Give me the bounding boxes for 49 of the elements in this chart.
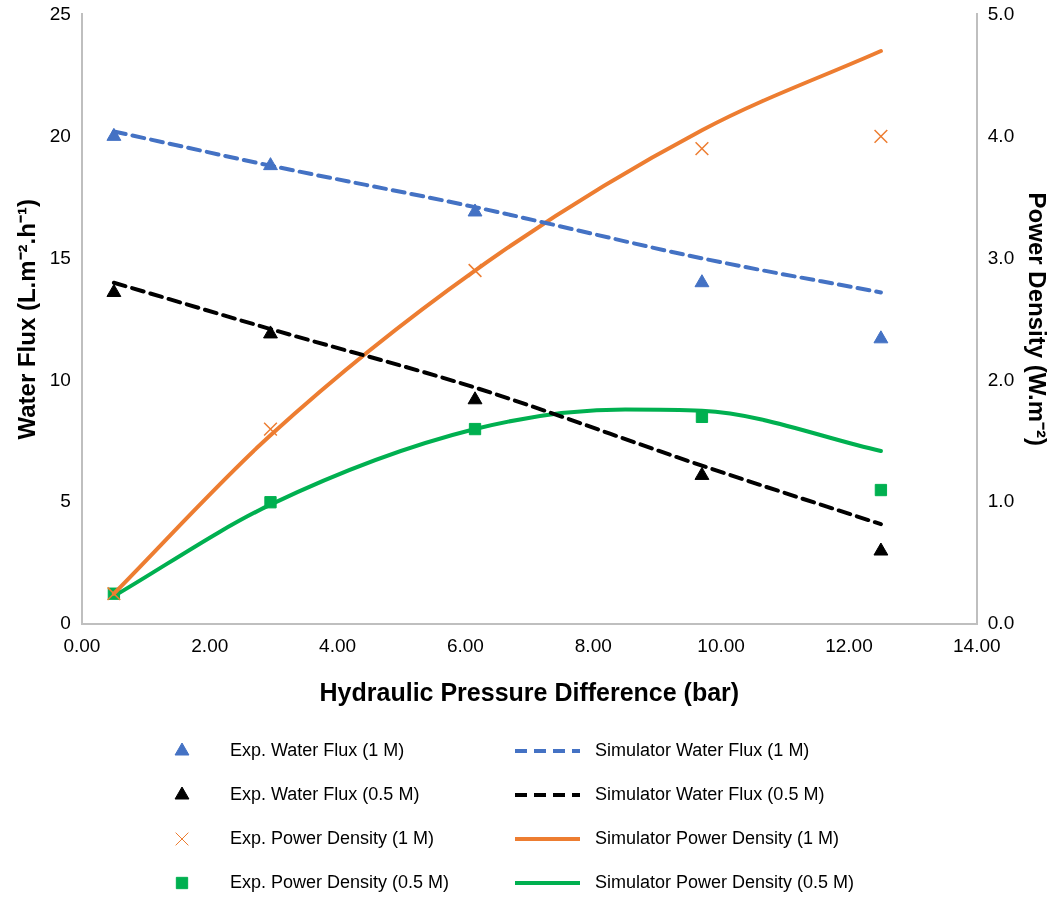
point	[467, 391, 483, 405]
x-tick-label: 8.00	[574, 634, 612, 656]
y-tick-label: 10	[49, 368, 71, 390]
point	[468, 422, 482, 436]
x-tick-label: 12.00	[825, 634, 873, 656]
point	[106, 283, 122, 297]
x-tick-label: 2.00	[191, 634, 229, 656]
legend-label: Simulator Power Density (1 M)	[595, 827, 840, 848]
x-tick-label: 0.00	[63, 634, 101, 656]
point	[467, 203, 483, 217]
legend-label: Exp. Water Flux (1 M)	[230, 739, 405, 760]
x-axis-title: Hydraulic Pressure Difference (bar)	[319, 677, 740, 706]
y-tick-label: 25	[49, 2, 71, 24]
y2-tick-label: 0.0	[987, 612, 1015, 634]
x-tick-label: 10.00	[697, 634, 745, 656]
legend-label: Exp. Power Density (1 M)	[230, 827, 435, 848]
x-tick-label: 14.00	[953, 634, 1001, 656]
y2-tick-label: 1.0	[987, 490, 1015, 512]
point	[467, 263, 483, 278]
y-tick-label: 20	[49, 124, 71, 146]
point	[263, 157, 278, 171]
point	[106, 127, 122, 141]
y2-tick-label: 5.0	[987, 2, 1015, 24]
y2-tick-label: 3.0	[987, 246, 1015, 268]
point	[694, 274, 710, 288]
legend-label: Simulator Power Density (0.5 M)	[595, 871, 855, 892]
legend-label: Simulator Water Flux (1 M)	[595, 739, 810, 760]
point	[874, 483, 888, 497]
legend-label: Simulator Water Flux (0.5 M)	[595, 783, 825, 804]
point	[263, 325, 278, 339]
point	[873, 129, 889, 144]
point	[694, 141, 710, 156]
y-axis-title: Water Flux (L.m⁻².h⁻¹)	[13, 199, 41, 440]
point	[694, 466, 710, 480]
point	[695, 410, 709, 424]
point	[873, 330, 889, 344]
y-tick-label: 0	[60, 612, 71, 634]
y2-tick-label: 4.0	[987, 124, 1015, 146]
point	[873, 542, 889, 556]
y-tick-label: 15	[49, 246, 71, 268]
x-tick-label: 6.00	[446, 634, 484, 656]
point	[263, 421, 278, 437]
legend-label: Exp. Power Density (0.5 M)	[230, 871, 450, 892]
y2-axis-title: Power Density (W.m⁻²)	[1023, 192, 1051, 446]
point	[264, 496, 277, 509]
legend-label: Exp. Water Flux (0.5 M)	[230, 783, 420, 804]
y-tick-label: 5	[60, 490, 71, 512]
x-tick-label: 4.00	[319, 634, 357, 656]
y2-tick-label: 2.0	[987, 368, 1015, 390]
